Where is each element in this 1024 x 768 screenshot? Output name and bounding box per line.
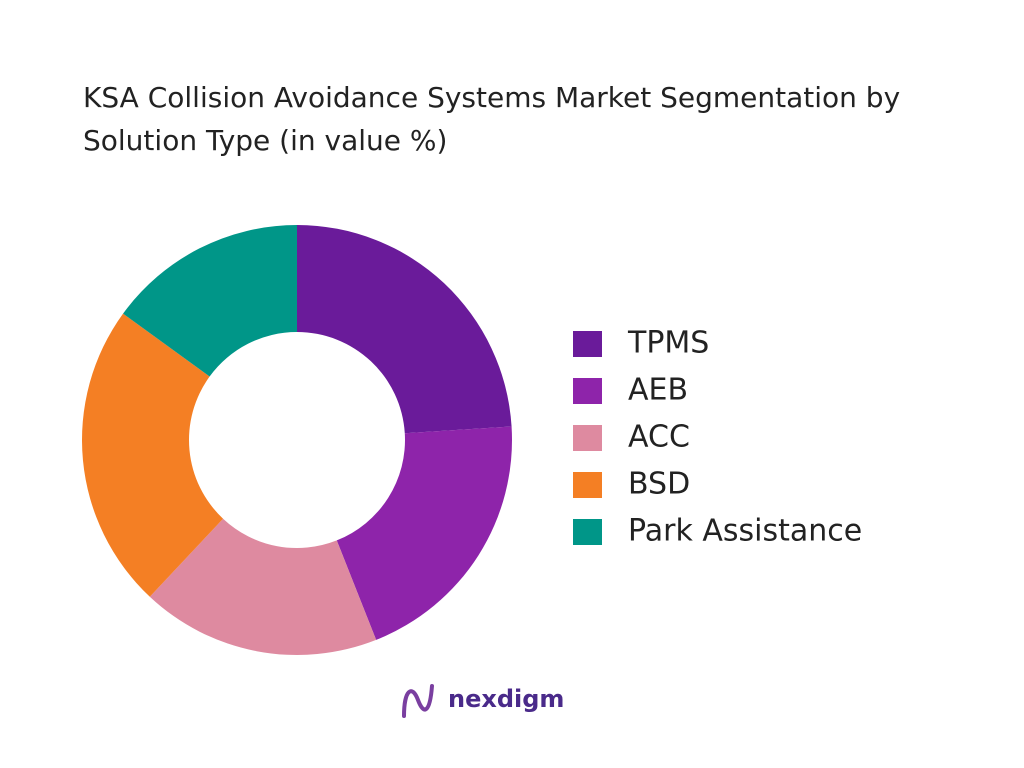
legend-swatch xyxy=(573,331,602,357)
donut-slice xyxy=(149,518,377,655)
chart-title: KSA Collision Avoidance Systems Market S… xyxy=(83,81,901,157)
brand-logo: nexdigm xyxy=(402,684,564,718)
brand-name: nexdigm xyxy=(448,685,564,713)
legend-swatch xyxy=(573,378,602,404)
logo-icon xyxy=(402,684,434,718)
donut-slice xyxy=(123,225,298,377)
legend-label: AEB xyxy=(628,373,688,408)
legend-swatch xyxy=(573,425,602,451)
legend-swatch xyxy=(573,519,602,545)
legend-label: Park Assistance xyxy=(628,514,862,549)
donut-slice xyxy=(336,426,512,640)
legend-label: TPMS xyxy=(627,326,709,361)
legend-label: BSD xyxy=(628,467,690,502)
donut-slice xyxy=(81,313,224,597)
legend-swatch xyxy=(573,472,602,498)
legend-label: ACC xyxy=(628,420,690,455)
donut-slice xyxy=(297,225,512,434)
